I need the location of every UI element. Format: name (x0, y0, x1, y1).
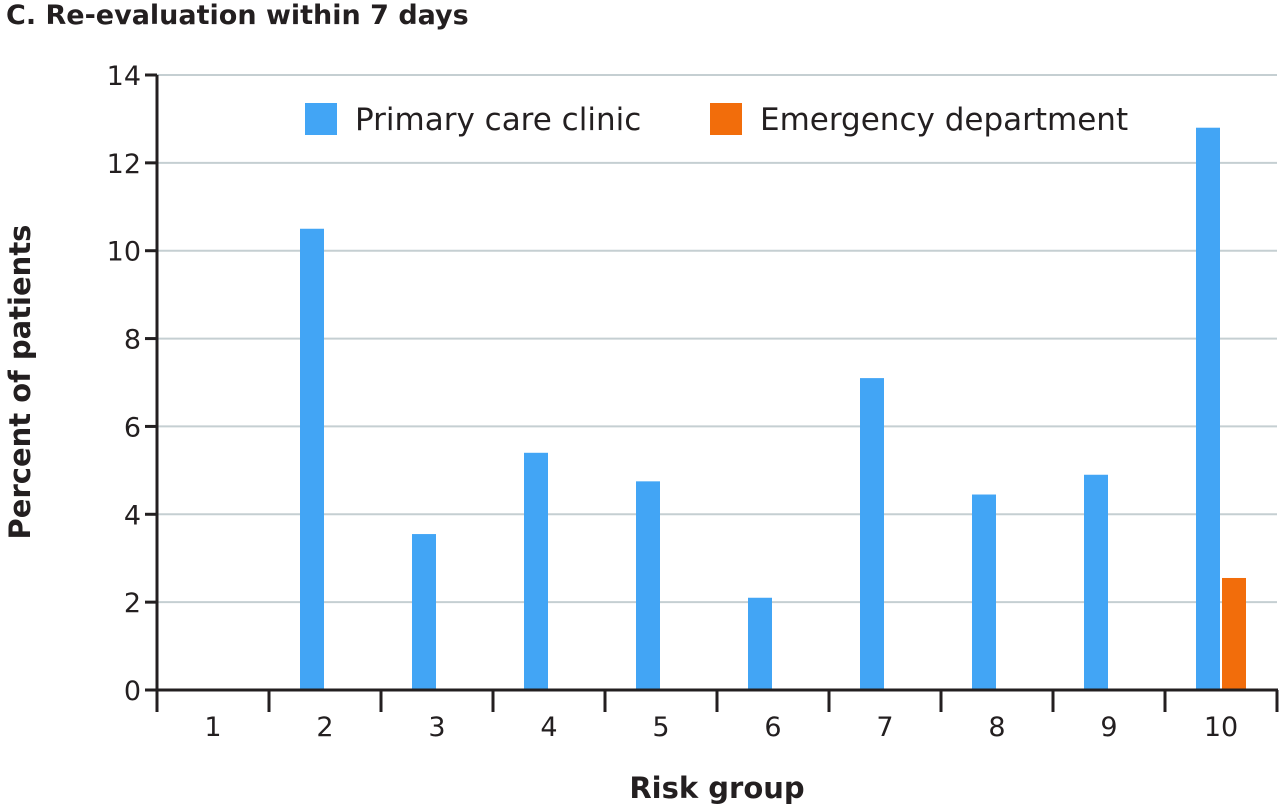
bar-primary-care-8 (972, 494, 996, 690)
y-tick-label: 8 (124, 325, 141, 356)
y-tick-label: 6 (124, 412, 141, 443)
x-tick-label: 4 (540, 712, 557, 743)
y-tick-label: 0 (124, 676, 141, 707)
chart-title: C. Re-evaluation within 7 days (6, 0, 469, 31)
legend-label-primary-care: Primary care clinic (355, 102, 641, 138)
x-axis-title: Risk group (629, 771, 804, 805)
bar-primary-care-7 (860, 378, 884, 690)
y-tick-label: 2 (124, 588, 141, 619)
x-tick-label: 5 (652, 712, 669, 743)
bar-emergency-10 (1222, 577, 1246, 690)
y-tick-label: 12 (107, 149, 141, 180)
x-tick-label: 1 (204, 712, 221, 743)
x-tick-label: 8 (988, 712, 1005, 743)
bar-primary-care-4 (524, 452, 548, 690)
x-tick-label: 2 (316, 712, 333, 743)
legend-label-emergency: Emergency department (760, 102, 1128, 138)
y-tick-label: 10 (107, 237, 141, 268)
legend-swatch-primary-care (305, 103, 337, 135)
bar-primary-care-10 (1196, 127, 1220, 690)
y-tick-label: 14 (107, 61, 141, 92)
y-axis-title: Percent of patients (3, 225, 37, 540)
y-tick-label: 4 (124, 500, 141, 531)
x-tick-label: 9 (1100, 712, 1117, 743)
x-tick-label: 10 (1204, 712, 1238, 743)
bar-primary-care-9 (1084, 474, 1108, 690)
bar-primary-care-3 (412, 534, 436, 690)
bar-primary-care-5 (636, 481, 660, 690)
legend-swatch-emergency (710, 103, 742, 135)
x-tick-label: 3 (428, 712, 445, 743)
x-tick-label: 6 (764, 712, 781, 743)
bar-primary-care-6 (748, 597, 772, 690)
bar-primary-care-2 (300, 228, 324, 690)
x-tick-label: 7 (876, 712, 893, 743)
